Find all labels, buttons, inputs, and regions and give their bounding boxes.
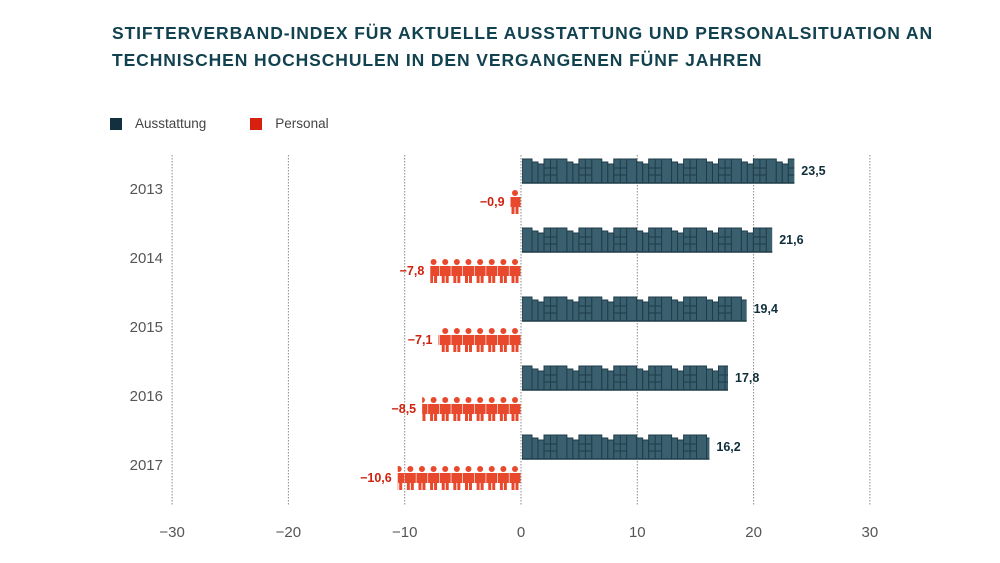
y-axis: 2013 2014 2015 2016 2017 bbox=[130, 181, 163, 474]
legend-label-ausstattung: Ausstattung bbox=[135, 116, 207, 131]
legend-item-ausstattung: Ausstattung bbox=[110, 116, 206, 131]
y-category-label: 2016 bbox=[130, 388, 163, 405]
x-tick-label: 20 bbox=[745, 524, 762, 541]
bar-personal bbox=[422, 397, 521, 421]
y-category-label: 2017 bbox=[130, 457, 163, 474]
y-category-label: 2013 bbox=[130, 181, 163, 198]
x-tick-label: 30 bbox=[862, 524, 879, 541]
legend: Ausstattung Personal bbox=[110, 116, 373, 131]
x-axis: −30 −20 −10 0 10 20 30 bbox=[159, 524, 878, 541]
value-label-ausstattung: 21,6 bbox=[779, 233, 803, 247]
bar-ausstattung bbox=[522, 296, 747, 322]
chart-title: Stifterverband-Index für aktuelle Aussta… bbox=[112, 23, 934, 70]
x-tick-label: 0 bbox=[517, 524, 525, 541]
value-label-personal: −10,6 bbox=[360, 471, 392, 485]
value-label-ausstattung: 17,8 bbox=[735, 371, 759, 385]
value-label-ausstattung: 23,5 bbox=[801, 164, 825, 178]
legend-label-personal: Personal bbox=[275, 116, 329, 131]
bar-personal bbox=[430, 259, 521, 283]
value-label-ausstattung: 19,4 bbox=[754, 302, 778, 316]
bar-personal bbox=[397, 466, 521, 490]
x-tick-label: −30 bbox=[159, 524, 184, 541]
bar-personal bbox=[510, 190, 521, 214]
value-label-personal: −7,1 bbox=[408, 333, 433, 347]
y-category-label: 2015 bbox=[130, 319, 163, 336]
x-tick-label: 10 bbox=[629, 524, 646, 541]
bar-personal bbox=[438, 328, 521, 352]
legend-swatch-personal bbox=[250, 117, 263, 130]
legend-item-personal: Personal bbox=[250, 116, 329, 131]
bar-ausstattung bbox=[522, 365, 729, 391]
gridlines bbox=[171, 155, 871, 505]
x-tick-label: −20 bbox=[276, 524, 301, 541]
bar-ausstattung bbox=[522, 434, 710, 460]
value-label-ausstattung: 16,2 bbox=[716, 440, 740, 454]
bars: 23,5 21,6 19,4 17,8 16,2 −0,9 −7,8 −7,1 −8,5 −10,… bbox=[360, 158, 826, 490]
bar-ausstattung bbox=[522, 158, 795, 184]
value-label-personal: −8,5 bbox=[391, 402, 416, 416]
bar-ausstattung bbox=[522, 227, 773, 253]
value-label-personal: −7,8 bbox=[400, 264, 425, 278]
x-tick-label: −10 bbox=[392, 524, 417, 541]
legend-swatch-ausstattung bbox=[110, 117, 122, 130]
y-category-label: 2014 bbox=[130, 250, 163, 267]
value-label-personal: −0,9 bbox=[480, 195, 505, 209]
